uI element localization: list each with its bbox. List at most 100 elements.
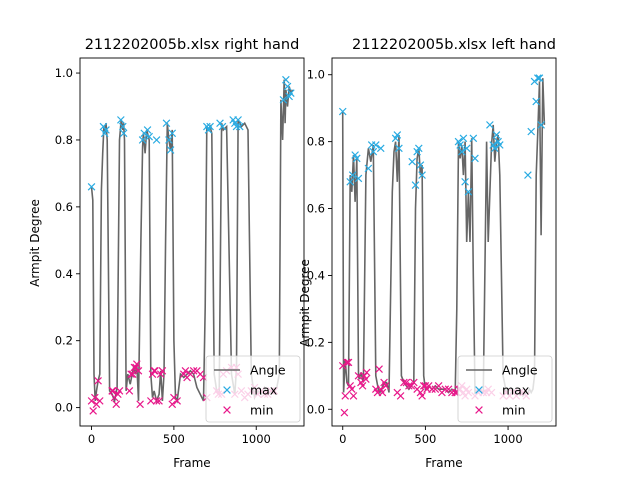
- point-min: [125, 387, 134, 395]
- point-max: [418, 171, 426, 179]
- point-min: [400, 378, 408, 387]
- point-max: [118, 122, 127, 131]
- y-axis-label: Armpit Degree: [28, 199, 42, 287]
- y-tick-label: 0.0: [55, 401, 73, 415]
- x-tick-label: 500: [163, 432, 185, 446]
- point-max: [168, 129, 177, 138]
- point-min: [134, 366, 143, 375]
- point-min: [189, 366, 198, 375]
- y-tick-label: 0.6: [307, 202, 325, 216]
- point-min: [151, 366, 159, 375]
- point-max: [283, 82, 292, 91]
- x-tick-label: 1000: [493, 432, 522, 446]
- point-max: [282, 75, 290, 84]
- point-max: [338, 107, 347, 116]
- point-min: [354, 371, 363, 380]
- legend-box: [205, 355, 301, 423]
- point-min: [362, 368, 371, 377]
- point-min: [90, 393, 99, 402]
- point-max: [533, 74, 542, 82]
- point-min: [441, 385, 450, 394]
- legend-label: min: [250, 403, 274, 418]
- point-min: [375, 365, 383, 373]
- point-min: [115, 387, 124, 395]
- plot-area: 0 500 1000 0.0 0.2 0.4 0.6 0.8 1.0 Angle max min: [307, 57, 557, 446]
- point-max: [492, 131, 501, 139]
- point-max: [524, 171, 532, 179]
- point-min: [112, 400, 121, 409]
- y-tick-label: 1.0: [55, 66, 73, 80]
- legend-swatch-marker: [223, 406, 231, 414]
- point-max: [352, 154, 361, 163]
- point-max: [411, 181, 420, 189]
- y-tick-label: 0.0: [307, 402, 325, 416]
- point-min: [109, 387, 117, 395]
- axes-frame: [79, 57, 305, 427]
- point-max: [216, 119, 224, 128]
- point-max: [364, 164, 373, 173]
- point-min: [343, 358, 351, 367]
- x-axis-label: Frame: [173, 456, 210, 470]
- y-tick-label: 0.8: [55, 133, 73, 147]
- x-tick-label: 0: [88, 432, 95, 446]
- point-max: [117, 116, 125, 124]
- point-min: [132, 360, 141, 368]
- point-min: [341, 392, 350, 400]
- legend-label: min: [502, 403, 526, 418]
- point-max: [119, 129, 128, 138]
- point-min: [168, 400, 177, 409]
- x-tick-label: 500: [414, 432, 436, 446]
- y-axis-label: Armpit Degree: [298, 259, 312, 347]
- point-min: [181, 366, 190, 375]
- point-max: [286, 89, 295, 97]
- point-min: [378, 388, 387, 397]
- point-min: [136, 400, 144, 409]
- point-max: [145, 132, 154, 141]
- subplot-left-hand: 2112202005b.xlsx left hand Frame Armpit …: [298, 37, 557, 470]
- point-max: [218, 122, 227, 131]
- point-max: [232, 122, 241, 131]
- point-min: [95, 397, 104, 405]
- point-max: [234, 116, 242, 124]
- point-max: [471, 154, 479, 163]
- point-min: [418, 392, 426, 400]
- legend-swatch-marker: [475, 386, 483, 394]
- legend-swatch-marker: [475, 406, 483, 414]
- point-min: [381, 382, 390, 390]
- y-tick-label: 1.0: [307, 68, 325, 82]
- point-max: [138, 136, 147, 144]
- point-min: [94, 377, 102, 385]
- point-max: [537, 121, 545, 129]
- point-max: [408, 157, 417, 166]
- point-max: [495, 141, 504, 149]
- point-max: [165, 136, 173, 144]
- point-max: [414, 144, 423, 153]
- legend-swatch-marker: [223, 386, 231, 394]
- point-min: [428, 385, 436, 394]
- point-min: [405, 382, 413, 390]
- plot-area: 0 500 1000 0.0 0.2 0.4 0.6 0.8 1.0 Angle max min: [55, 57, 305, 446]
- point-max: [457, 147, 466, 156]
- chart-title: 2112202005b.xlsx left hand: [352, 37, 556, 53]
- point-max: [461, 177, 469, 186]
- point-max: [371, 141, 380, 149]
- point-min: [434, 382, 443, 390]
- point-max: [456, 141, 464, 149]
- subplot-right-hand: 2112202005b.xlsx right hand Frame Armpit…: [28, 37, 305, 470]
- point-min: [152, 397, 161, 405]
- point-min: [402, 378, 411, 387]
- point-min: [358, 382, 367, 390]
- point-max: [469, 134, 478, 143]
- point-max: [279, 95, 288, 104]
- point-max: [462, 144, 471, 153]
- point-min: [155, 397, 163, 405]
- point-max: [464, 187, 473, 196]
- point-max: [235, 122, 244, 131]
- point-max: [532, 97, 540, 106]
- y-tick-label: 0.4: [55, 267, 73, 281]
- legend-label: max: [502, 383, 529, 398]
- point-max: [393, 131, 402, 139]
- point-max: [162, 119, 171, 128]
- point-min: [407, 382, 416, 390]
